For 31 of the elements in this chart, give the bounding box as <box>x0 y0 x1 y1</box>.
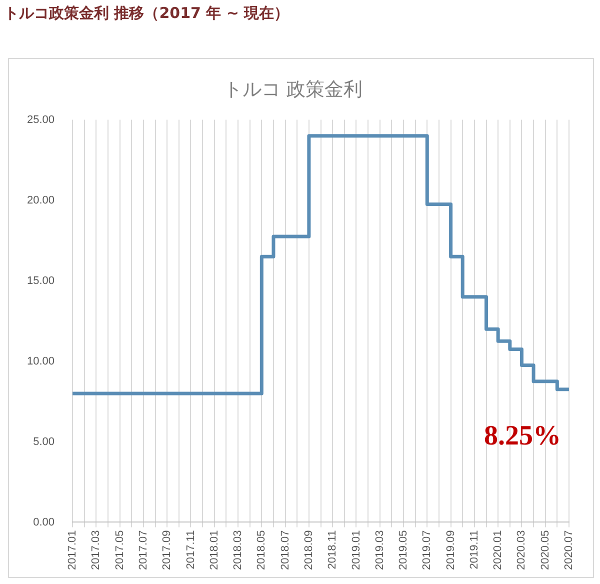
x-tick-label: 2020.07 <box>563 530 576 570</box>
y-tick-label: 10.00 <box>26 355 55 368</box>
y-tick-label: 25.00 <box>26 114 55 126</box>
x-tick-label: 2017.03 <box>90 530 102 570</box>
x-tick-label: 2018.01 <box>208 530 220 570</box>
x-tick-label: 2019.03 <box>374 530 386 570</box>
x-tick-label: 2020.05 <box>539 530 552 570</box>
x-tick-label: 2017.07 <box>137 530 150 570</box>
x-tick-label: 2018.09 <box>302 530 315 570</box>
chart-title: トルコ政策金利 推移（2017 年 ~ 現在） <box>4 4 290 23</box>
y-tick-label: 15.00 <box>26 274 55 287</box>
x-tick-label: 2017.01 <box>66 530 79 570</box>
x-tick-label: 2017.11 <box>184 530 197 570</box>
x-tick-label: 2018.05 <box>256 530 268 570</box>
x-tick-label: 2019.11 <box>468 530 480 570</box>
y-tick-label: 20.00 <box>26 194 55 206</box>
x-tick-label: 2020.01 <box>492 530 504 570</box>
x-tick-label: 2019.05 <box>398 530 410 570</box>
y-tick-label: 5.00 <box>33 436 55 448</box>
annotation: 8.25% <box>484 420 561 452</box>
chart-subtitle: トルコ 政策金利 <box>223 78 363 100</box>
y-tick-label: 0.00 <box>33 516 55 528</box>
x-tick-label: 2020.03 <box>516 530 528 570</box>
x-tick-label: 2019.09 <box>444 530 457 570</box>
x-tick-label: 2017.09 <box>161 530 174 570</box>
x-tick-label: 2018.11 <box>326 530 339 570</box>
x-tick-label: 2019.01 <box>350 530 362 570</box>
x-tick-label: 2018.07 <box>279 530 292 570</box>
x-tick-label: 2019.07 <box>421 530 434 570</box>
x-tick-label: 2017.05 <box>114 530 126 570</box>
x-tick-label: 2018.03 <box>232 530 244 570</box>
